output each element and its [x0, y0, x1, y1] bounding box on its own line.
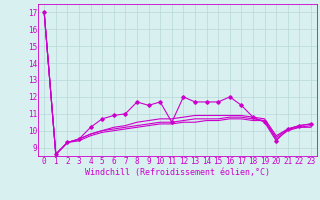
X-axis label: Windchill (Refroidissement éolien,°C): Windchill (Refroidissement éolien,°C) — [85, 168, 270, 177]
